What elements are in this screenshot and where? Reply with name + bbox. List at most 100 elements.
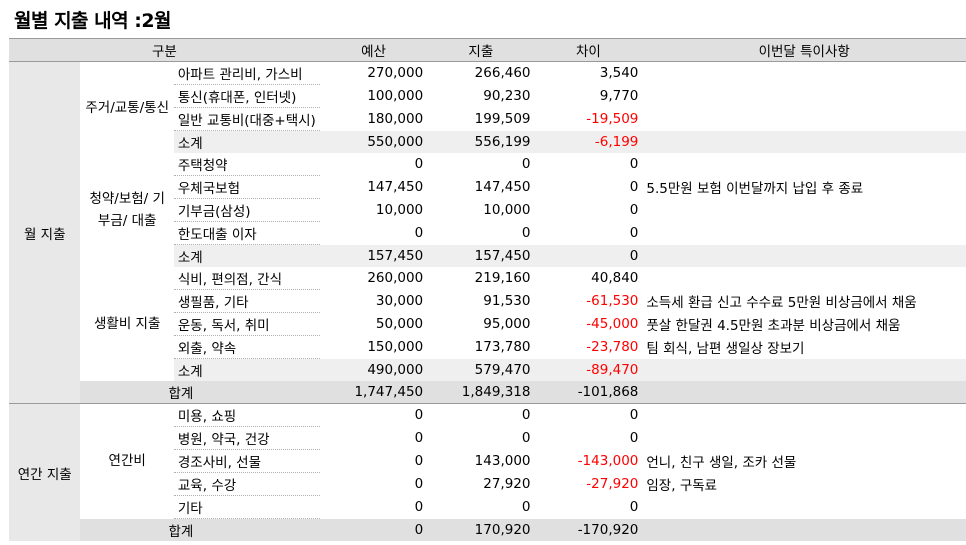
budget-cell: 180,000 xyxy=(367,111,424,127)
table-row: 청약/보험/ 기부금/ 대출 주택청약 0 0 0 xyxy=(9,153,966,267)
note-cell xyxy=(642,62,966,85)
diff-cell: 0 xyxy=(629,499,639,515)
spent-cell: 1,849,318 xyxy=(427,381,535,404)
note-cell xyxy=(642,222,966,245)
table-row: 경조사비, 선물 0 143,000 -143,000 언니, 친구 생일, 조카 선물 xyxy=(9,449,966,473)
table-row: 일반 교통비(대중+택시) 180,000 199,509 -19,509 xyxy=(9,107,966,131)
item-name: 교육, 수강 xyxy=(173,472,320,496)
diff-cell: 0 xyxy=(629,156,639,173)
diff-cell: 0 xyxy=(629,202,639,218)
note-cell: 5.5만원 보험 이번달까지 납입 후 종료 xyxy=(646,181,864,197)
budget-cell: 0 xyxy=(414,499,424,515)
budget-cell: 0 xyxy=(414,453,424,469)
note-cell xyxy=(642,403,966,427)
budget-cell: 0 xyxy=(319,403,428,427)
item-name: 기타 xyxy=(173,495,320,519)
budget-cell: 150,000 xyxy=(367,339,424,355)
note-cell xyxy=(642,153,966,176)
note-cell xyxy=(642,108,966,131)
note-cell xyxy=(642,85,966,108)
budget-cell: 0 xyxy=(414,156,424,173)
item-name: 일반 교통비(대중+택시) xyxy=(173,107,320,131)
budget-cell: 0 xyxy=(414,225,424,241)
section-label-monthly: 월 지출 xyxy=(9,61,81,404)
note-cell: 팀 회식, 남편 생일상 장보기 xyxy=(646,341,805,357)
diff-cell: -101,868 xyxy=(534,381,643,404)
header-diff: 차이 xyxy=(534,38,643,62)
item-name: 병원, 약국, 건강 xyxy=(173,426,320,450)
table-row: 운동, 독서, 취미 50,000 95,000 -45,000 풋살 한달권 4.5만… xyxy=(9,312,966,336)
diff-cell: -6,199 xyxy=(534,130,643,153)
note-cell: 풋살 한달권 4.5만원 초과분 비상금에서 채움 xyxy=(646,318,901,334)
section-label-annual: 연간 지출 xyxy=(9,403,81,541)
item-name: 생필품, 기타 xyxy=(173,289,320,313)
spent-cell: 0 xyxy=(521,430,531,446)
header-note: 이번달 특이사항 xyxy=(642,38,966,62)
spent-cell: 95,000 xyxy=(483,316,531,332)
budget-cell: 30,000 xyxy=(375,293,424,309)
total-row: 합계 1,747,450 1,849,318 -101,868 xyxy=(9,381,966,404)
table-row: 외출, 약속 150,000 173,780 -23,780 팀 회식, 남편 생일상 … xyxy=(9,335,966,359)
budget-cell: 260,000 xyxy=(367,270,424,287)
diff-cell: -61,530 xyxy=(586,293,639,309)
budget-cell: 0 xyxy=(414,430,424,446)
subtotal-label: 소계 xyxy=(173,358,320,381)
spent-cell: 157,450 xyxy=(427,244,535,267)
expense-table: 구분 예산 지출 차이 이번달 특이사항 월 지출 주거/교통/통신 아파트 관리비… xyxy=(9,38,966,541)
note-cell xyxy=(642,427,966,450)
diff-cell: -89,470 xyxy=(534,358,643,381)
diff-cell: 0 xyxy=(629,430,639,446)
spent-cell: 173,780 xyxy=(474,339,531,355)
diff-cell: -143,000 xyxy=(577,453,639,469)
note-cell xyxy=(642,358,966,381)
table-row: 우체국보험 147,450 147,450 0 5.5만원 보험 이번달까지 납입 후 … xyxy=(9,175,966,199)
note-cell xyxy=(642,130,966,153)
budget-cell: 270,000 xyxy=(367,65,424,82)
subtotal-row: 소계 157,450 157,450 0 xyxy=(9,244,966,267)
spent-cell: 0 xyxy=(427,403,535,427)
item-name: 우체국보험 xyxy=(173,175,320,199)
diff-cell: 0 xyxy=(629,225,639,241)
note-cell: 소득세 환급 신고 수수료 5만원 비상금에서 채움 xyxy=(646,295,917,311)
table-row: 기타 0 0 0 xyxy=(9,495,966,519)
subtotal-label: 소계 xyxy=(173,244,320,267)
group-label: 연간비 xyxy=(80,403,174,519)
note-cell xyxy=(642,518,966,541)
table-row: 생활비 지출 식비, 편의점, 간식 260,000 219,160 40,840 xyxy=(9,267,966,381)
spent-cell: 90,230 xyxy=(483,88,531,104)
spent-cell: 556,199 xyxy=(427,130,535,153)
page-title: 월별 지출 내역 :2월 xyxy=(14,10,172,32)
diff-cell: 0 xyxy=(629,179,639,195)
diff-cell: 3,540 xyxy=(599,65,639,82)
group-label: 주거/교통/통신 xyxy=(80,61,174,153)
table-row: 월 지출 주거/교통/통신 아파트 관리비, 가스비 270,000 266,460 3,… xyxy=(9,61,966,404)
total-label: 합계 xyxy=(80,518,320,541)
diff-cell: 0 xyxy=(534,403,643,427)
note-cell xyxy=(642,267,966,290)
header-budget: 예산 xyxy=(319,38,428,62)
table-row: 생필품, 기타 30,000 91,530 -61,530 소득세 환급 신고 수수료 … xyxy=(9,289,966,313)
note-cell xyxy=(642,496,966,519)
diff-cell: -170,920 xyxy=(534,518,643,541)
diff-cell: -27,920 xyxy=(586,476,639,492)
spent-cell: 199,509 xyxy=(474,111,531,127)
diff-cell: -19,509 xyxy=(586,111,639,127)
spent-cell: 0 xyxy=(521,156,531,173)
total-row: 합계 0 170,920 -170,920 xyxy=(9,518,966,541)
item-name: 식비, 편의점, 간식 xyxy=(173,267,320,290)
spent-cell: 91,530 xyxy=(483,293,531,309)
header-category: 구분 xyxy=(9,38,320,62)
item-name: 외출, 약속 xyxy=(173,335,320,359)
spent-cell: 0 xyxy=(521,499,531,515)
spent-cell: 266,460 xyxy=(474,65,531,82)
budget-cell: 50,000 xyxy=(375,316,424,332)
spent-cell: 10,000 xyxy=(483,202,531,218)
note-cell xyxy=(642,381,966,404)
subtotal-row: 소계 490,000 579,470 -89,470 xyxy=(9,358,966,381)
diff-cell: -23,780 xyxy=(586,339,639,355)
item-name: 운동, 독서, 취미 xyxy=(173,312,320,336)
table-row: 한도대출 이자 0 0 0 xyxy=(9,221,966,245)
group-label: 생활비 지출 xyxy=(80,267,174,381)
header-row: 구분 예산 지출 차이 이번달 특이사항 xyxy=(9,38,966,62)
diff-cell: 40,840 xyxy=(591,270,639,287)
